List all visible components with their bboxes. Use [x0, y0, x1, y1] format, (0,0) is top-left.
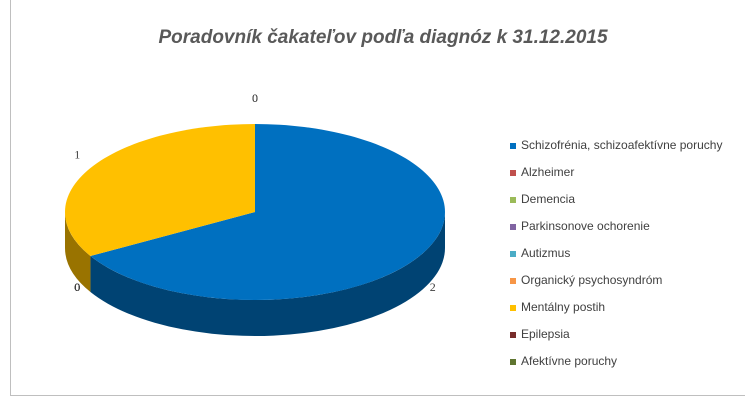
legend-swatch: [510, 305, 516, 311]
data-label: 0: [74, 280, 80, 294]
data-label: 0: [74, 280, 80, 294]
data-label: 0: [252, 91, 258, 105]
legend-label: Parkinsonove ochorenie: [521, 219, 650, 233]
data-label: 0: [252, 91, 258, 105]
chart-title: Poradovník čakateľov podľa diagnóz k 31.…: [158, 27, 607, 48]
legend-label: Autizmus: [521, 246, 570, 260]
legend-label: Mentálny postih: [521, 300, 605, 314]
slice: [90, 124, 445, 300]
legend-label: Epilepsia: [521, 327, 570, 341]
legend-swatch: [510, 143, 516, 149]
legend-label: Alzheimer: [521, 165, 574, 179]
legend-label: Organický psychosyndróm: [521, 273, 662, 287]
slice-side: [65, 212, 91, 292]
legend-swatch: [510, 251, 516, 257]
data-label: 2: [430, 280, 436, 294]
legend-swatch: [510, 278, 516, 284]
legend-label: Afektívne poruchy: [521, 354, 617, 368]
legend-swatch: [510, 332, 516, 338]
legend-swatch: [510, 170, 516, 176]
legend-label: Schizofrénia, schizoafektívne poruchy: [521, 138, 722, 152]
data-label: 0: [74, 280, 80, 294]
legend-label: Demencia: [521, 192, 575, 206]
slice-side: [90, 212, 446, 337]
legend-swatch: [510, 359, 516, 365]
data-label: 1: [74, 147, 80, 161]
legend-swatch: [510, 197, 516, 203]
data-label: 0: [74, 280, 80, 294]
legend-swatch: [510, 224, 516, 230]
slice: [64, 124, 255, 256]
data-label: 0: [74, 280, 80, 294]
